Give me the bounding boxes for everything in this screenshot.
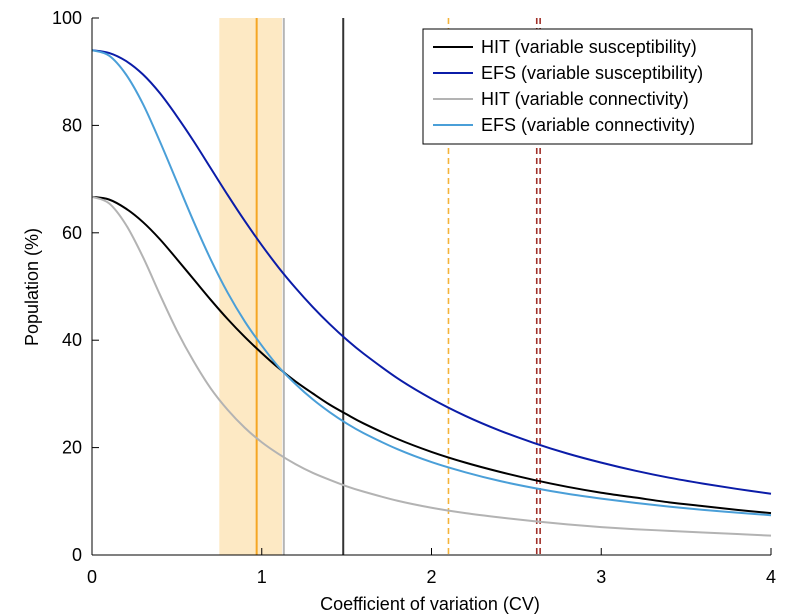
y-tick-label: 100 — [52, 8, 82, 28]
legend-box — [422, 28, 753, 145]
series-line-3 — [91, 49, 772, 517]
series-line-2 — [91, 195, 772, 537]
legend: HIT (variable susceptibility) EFS (variab… — [422, 28, 753, 145]
shaded-band — [219, 18, 283, 555]
x-tick-label: 0 — [87, 567, 97, 587]
x-tick-label: 1 — [257, 567, 267, 587]
legend-label-1: EFS (variable susceptibility) — [481, 63, 703, 83]
y-tick-label: 60 — [62, 223, 82, 243]
series-line-0 — [91, 195, 772, 515]
series-layer — [91, 49, 772, 537]
legend-label-0: HIT (variable susceptibility) — [481, 37, 697, 57]
y-tick-label: 80 — [62, 115, 82, 135]
vertical-lines-layer — [255, 18, 541, 555]
series-line-1 — [91, 49, 772, 495]
y-tick-label: 0 — [72, 545, 82, 565]
shaded-region-layer — [219, 18, 283, 555]
y-axis-label: Population (%) — [22, 228, 42, 346]
x-tick-label: 2 — [426, 567, 436, 587]
y-tick-label: 20 — [62, 438, 82, 458]
legend-label-2: HIT (variable connectivity) — [481, 89, 689, 109]
x-axis-label: Coefficient of variation (CV) — [320, 594, 540, 614]
legend-label-3: EFS (variable connectivity) — [481, 115, 695, 135]
x-tick-label: 3 — [596, 567, 606, 587]
y-tick-label: 40 — [62, 330, 82, 350]
x-tick-label: 4 — [766, 567, 776, 587]
